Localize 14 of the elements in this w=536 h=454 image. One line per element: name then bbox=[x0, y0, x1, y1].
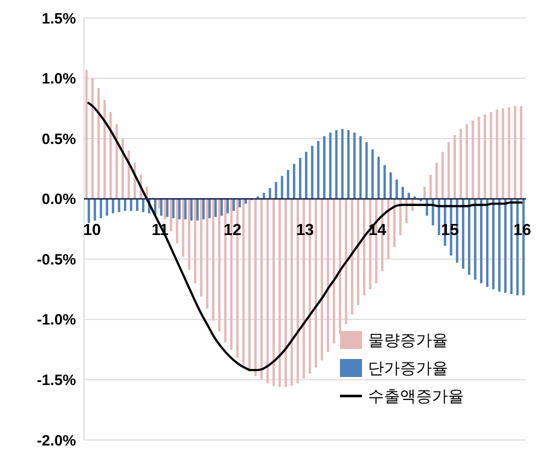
y-tick-label: 0.5% bbox=[42, 130, 76, 148]
y-tick-label: -1.0% bbox=[36, 312, 76, 329]
y-tick-label: -0.5% bbox=[36, 251, 76, 268]
y-tick-label: -2.0% bbox=[36, 432, 76, 450]
x-tick-label: 10 bbox=[83, 222, 101, 239]
legend-label: 단가증가율 bbox=[368, 360, 448, 378]
x-tick-label: 12 bbox=[224, 222, 242, 239]
x-tick-label: 13 bbox=[296, 222, 314, 239]
y-tick-label: 1.0% bbox=[42, 70, 76, 88]
legend-label: 물량증가율 bbox=[368, 332, 448, 350]
y-tick-label: 1.5% bbox=[42, 10, 76, 28]
y-tick-label: -1.5% bbox=[36, 372, 76, 389]
legend-label: 수출액증가율 bbox=[368, 388, 464, 406]
y-tick-label: 0.0% bbox=[42, 191, 76, 208]
